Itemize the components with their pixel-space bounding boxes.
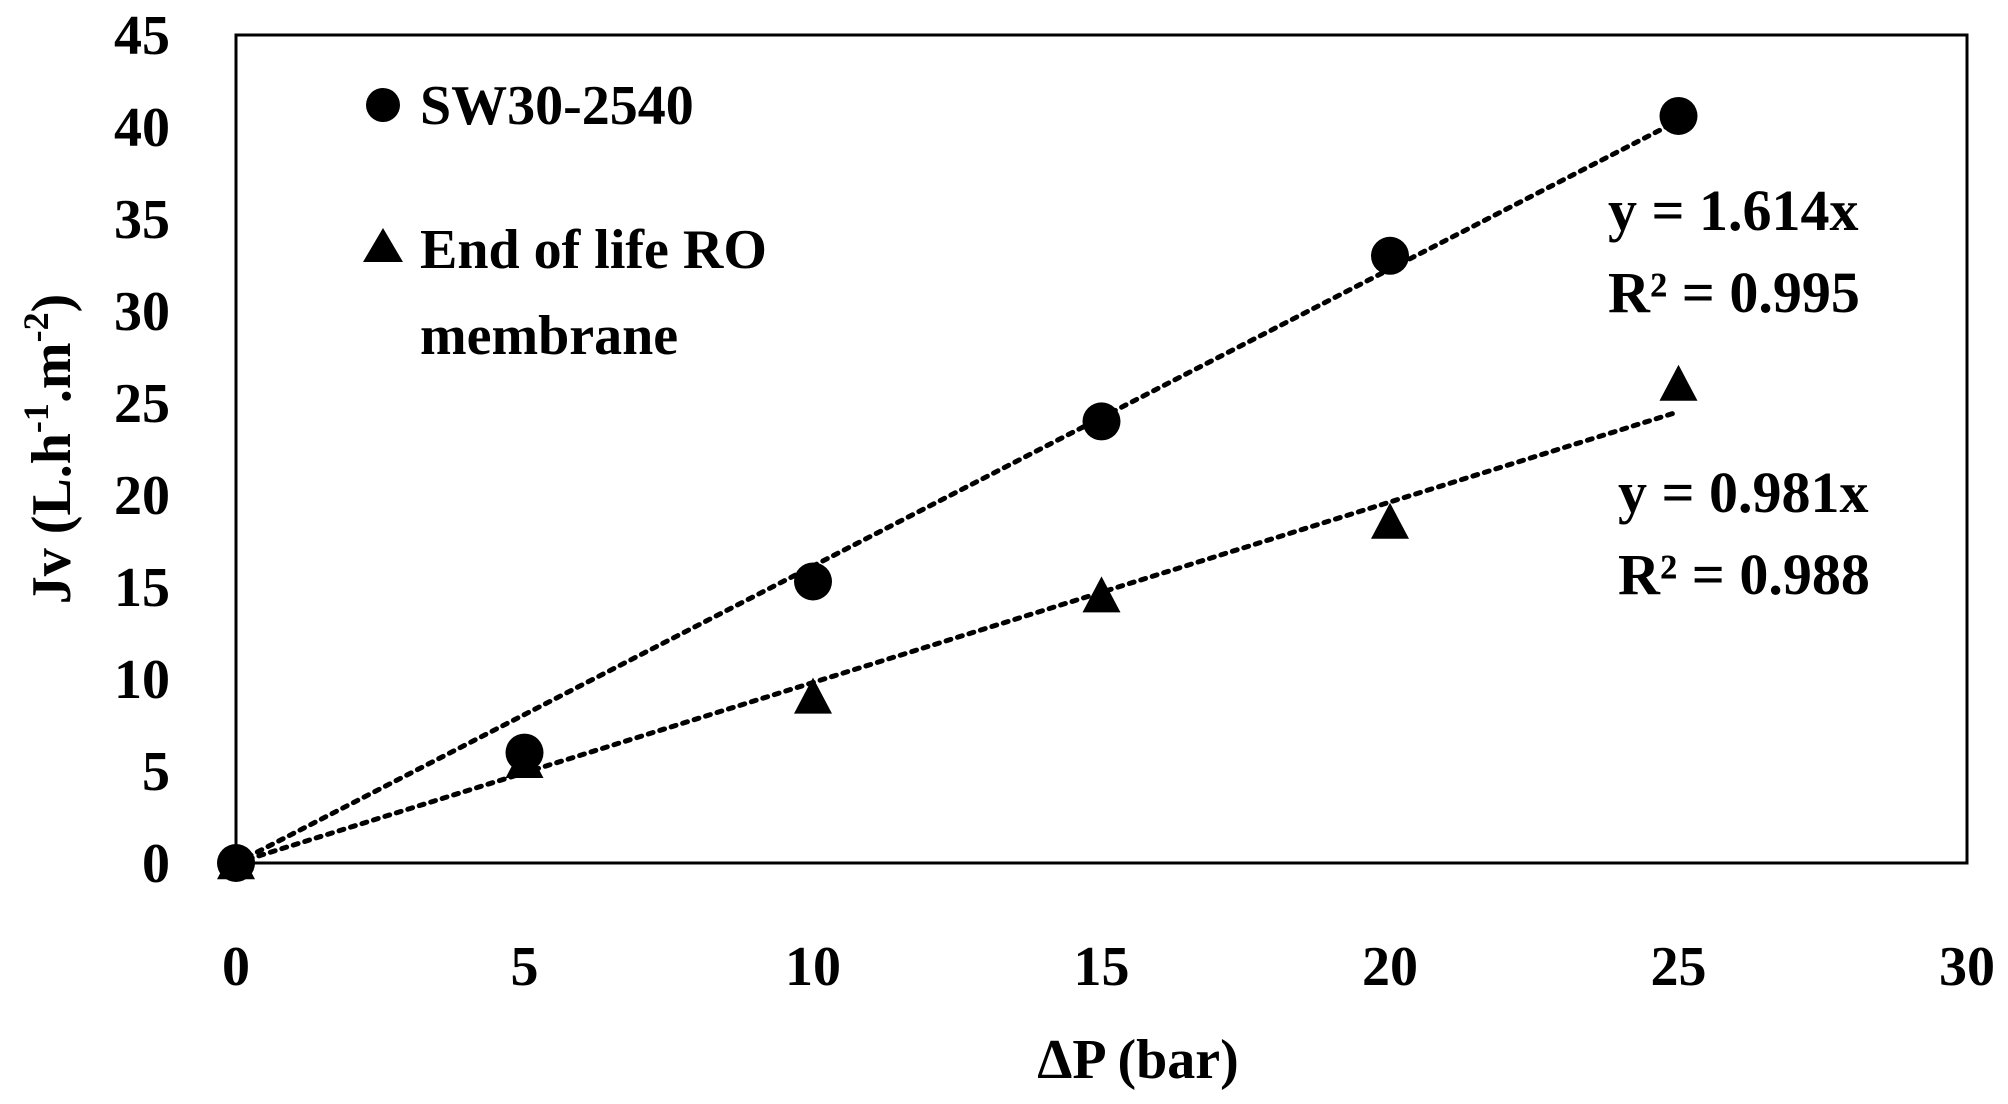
trendline-equations: y = 1.614x R² = 0.995 y = 0.981x R² = 0.… bbox=[1608, 178, 1870, 607]
y-axis-title-main: Jv (L.h bbox=[21, 433, 83, 604]
point-triangle bbox=[794, 677, 832, 714]
y-axis-title: Jv (L.h-1.m-2) bbox=[16, 294, 83, 604]
legend-marker-sw30 bbox=[366, 88, 400, 122]
trendline-series-0 bbox=[233, 118, 1681, 866]
y-tick-label: 40 bbox=[114, 97, 170, 159]
x-axis-ticks: 0 5 10 15 20 25 30 bbox=[222, 936, 1995, 998]
y-tick-label: 20 bbox=[114, 465, 170, 527]
trendline-series-1 bbox=[233, 409, 1681, 866]
y-tick-label: 10 bbox=[114, 649, 170, 711]
point-triangle bbox=[1371, 502, 1409, 539]
y-axis-title-mid: .m bbox=[21, 342, 83, 403]
y-axis-title-sup1: -1 bbox=[16, 403, 56, 433]
legend-marker-eol bbox=[363, 228, 403, 262]
legend-label-sw30: SW30-2540 bbox=[420, 75, 694, 137]
x-tick-label: 15 bbox=[1074, 936, 1130, 998]
point-circle bbox=[794, 562, 832, 601]
point-triangle bbox=[1082, 576, 1121, 613]
y-tick-label: 15 bbox=[114, 557, 170, 619]
legend-label-eol-line2: membrane bbox=[420, 305, 678, 367]
y-tick-label: 45 bbox=[114, 5, 170, 67]
y-tick-label: 5 bbox=[142, 741, 170, 803]
x-tick-label: 20 bbox=[1362, 936, 1418, 998]
y-tick-label: 0 bbox=[142, 833, 170, 895]
x-tick-label: 5 bbox=[511, 936, 539, 998]
x-tick-label: 10 bbox=[785, 936, 841, 998]
point-triangle bbox=[217, 843, 255, 880]
y-tick-label: 30 bbox=[114, 281, 170, 343]
plot-area-frame bbox=[234, 33, 1969, 865]
legend-label-eol-line1: End of life RO bbox=[420, 219, 767, 281]
x-tick-label: 25 bbox=[1651, 936, 1707, 998]
equation-eol: y = 0.981x bbox=[1618, 460, 1869, 525]
trendlines bbox=[233, 118, 1681, 866]
y-tick-label: 25 bbox=[114, 373, 170, 435]
point-circle bbox=[1659, 96, 1698, 135]
equation-sw30: y = 1.614x bbox=[1608, 178, 1859, 243]
point-triangle bbox=[1659, 364, 1698, 401]
r2-sw30: R² = 0.995 bbox=[1608, 260, 1860, 325]
y-axis-ticks: 0 5 10 15 20 25 30 35 40 45 bbox=[114, 5, 170, 895]
legend: SW30-2540 End of life RO membrane bbox=[363, 75, 767, 367]
point-circle bbox=[1082, 402, 1121, 441]
x-tick-label: 0 bbox=[222, 936, 250, 998]
x-axis-title: ΔP (bar) bbox=[1037, 1029, 1239, 1091]
r2-eol: R² = 0.988 bbox=[1618, 542, 1870, 607]
x-tick-label: 30 bbox=[1939, 936, 1995, 998]
y-tick-label: 35 bbox=[114, 189, 170, 251]
y-axis-title-end: ) bbox=[21, 294, 83, 313]
point-triangle bbox=[505, 742, 544, 778]
point-circle bbox=[1371, 236, 1409, 275]
data-points bbox=[217, 96, 1698, 882]
y-axis-title-sup2: -2 bbox=[16, 312, 56, 342]
